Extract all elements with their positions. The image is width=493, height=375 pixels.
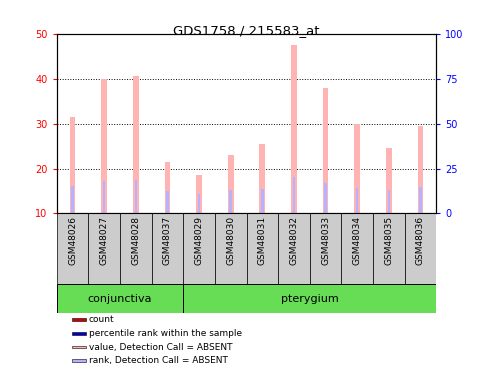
Bar bbox=[198, 194, 200, 213]
Text: pterygium: pterygium bbox=[281, 294, 339, 303]
Text: GSM48031: GSM48031 bbox=[258, 216, 267, 265]
Text: GSM48026: GSM48026 bbox=[68, 216, 77, 265]
Bar bbox=[183, 213, 215, 284]
Bar bbox=[323, 88, 328, 213]
Text: rank, Detection Call = ABSENT: rank, Detection Call = ABSENT bbox=[89, 356, 228, 365]
Text: GSM48037: GSM48037 bbox=[163, 216, 172, 265]
Bar bbox=[165, 162, 170, 213]
Bar bbox=[259, 144, 265, 213]
Bar bbox=[120, 213, 152, 284]
Text: GSM48032: GSM48032 bbox=[289, 216, 298, 265]
Bar bbox=[88, 213, 120, 284]
Bar bbox=[57, 213, 88, 284]
Bar bbox=[419, 188, 422, 213]
Bar bbox=[103, 181, 106, 213]
Bar bbox=[386, 148, 392, 213]
Bar bbox=[293, 177, 295, 213]
Bar bbox=[72, 346, 86, 348]
Bar bbox=[291, 45, 297, 213]
Bar bbox=[373, 213, 405, 284]
Bar bbox=[228, 155, 234, 213]
Text: GSM48028: GSM48028 bbox=[131, 216, 141, 265]
Text: value, Detection Call = ABSENT: value, Detection Call = ABSENT bbox=[89, 342, 233, 351]
Bar bbox=[135, 180, 137, 213]
Bar bbox=[261, 189, 264, 213]
Text: conjunctiva: conjunctiva bbox=[88, 294, 152, 303]
Bar bbox=[356, 188, 358, 213]
Text: count: count bbox=[89, 315, 114, 324]
Bar bbox=[324, 183, 327, 213]
Bar bbox=[70, 117, 75, 213]
Text: GSM48027: GSM48027 bbox=[100, 216, 108, 265]
Bar bbox=[133, 76, 139, 213]
Bar bbox=[246, 213, 278, 284]
Text: GSM48036: GSM48036 bbox=[416, 216, 425, 265]
Text: GSM48029: GSM48029 bbox=[195, 216, 204, 265]
Bar bbox=[57, 284, 183, 313]
Bar bbox=[418, 126, 423, 213]
Bar bbox=[72, 359, 86, 362]
Bar bbox=[405, 213, 436, 284]
Text: GSM48030: GSM48030 bbox=[226, 216, 235, 265]
Bar bbox=[183, 284, 436, 313]
Bar bbox=[166, 191, 169, 213]
Text: GSM48035: GSM48035 bbox=[385, 216, 393, 265]
Bar bbox=[196, 175, 202, 213]
Bar bbox=[215, 213, 246, 284]
Text: GSM48033: GSM48033 bbox=[321, 216, 330, 265]
Bar bbox=[71, 186, 74, 213]
Text: GSM48034: GSM48034 bbox=[352, 216, 362, 265]
Bar bbox=[387, 190, 390, 213]
Bar bbox=[310, 213, 341, 284]
Bar bbox=[72, 332, 86, 335]
Bar bbox=[229, 190, 232, 213]
Text: GDS1758 / 215583_at: GDS1758 / 215583_at bbox=[173, 24, 320, 38]
Bar bbox=[101, 79, 107, 213]
Bar bbox=[152, 213, 183, 284]
Bar bbox=[278, 213, 310, 284]
Text: percentile rank within the sample: percentile rank within the sample bbox=[89, 329, 242, 338]
Bar bbox=[341, 213, 373, 284]
Bar bbox=[354, 124, 360, 213]
Bar bbox=[72, 318, 86, 321]
